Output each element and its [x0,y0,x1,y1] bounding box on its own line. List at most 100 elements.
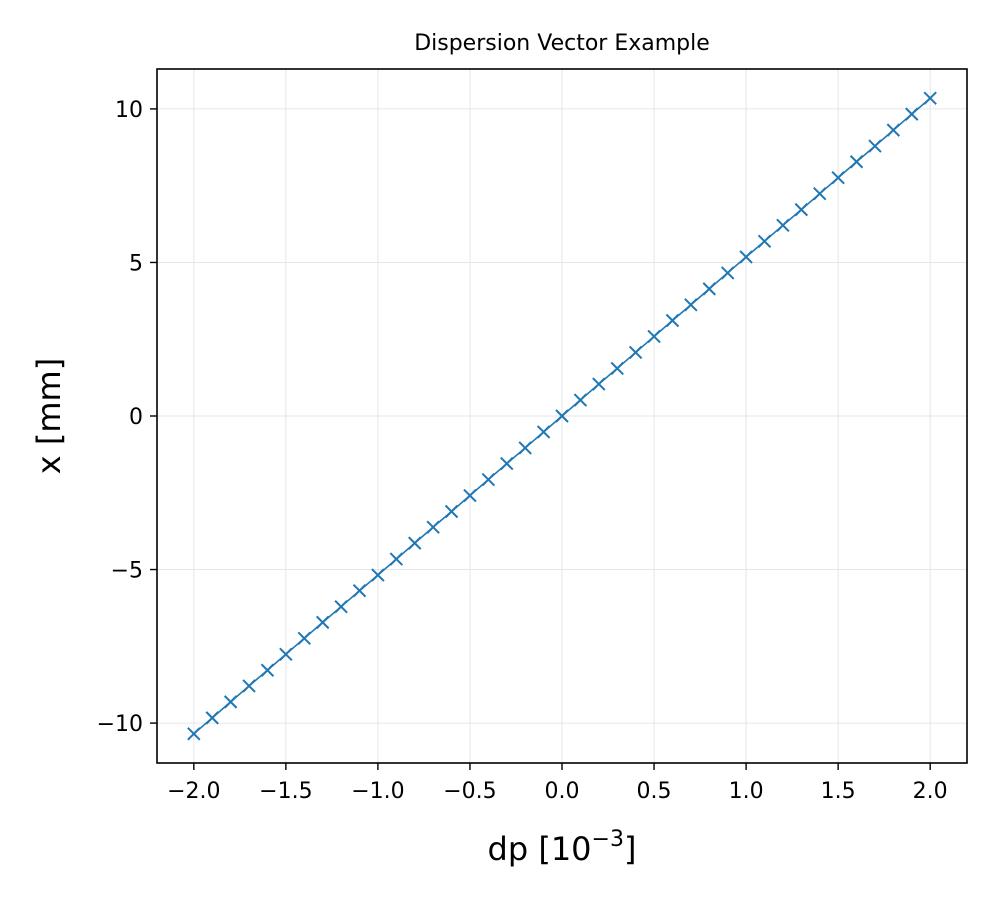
x-tick-label: 1.5 [821,779,856,804]
data-point-marker [831,170,845,185]
marker-stroke [923,91,937,105]
y-tick-label: −10 [97,712,143,737]
x-axis-label-exponent: −3 [592,827,624,852]
data-point-marker [187,727,201,741]
data-point-marker [849,155,864,169]
data-point-marker [334,599,348,614]
x-tick-label: −2.0 [167,779,220,804]
data-point-marker [886,123,901,137]
data-point-marker [242,679,256,693]
marker-stroke [315,615,330,630]
marker-stroke [205,711,219,725]
data-point-marker [223,695,238,709]
marker-stroke [702,282,716,296]
marker-stroke [610,361,624,376]
marker-stroke [776,218,790,233]
marker-stroke [813,186,827,201]
data-point-marker [352,584,367,598]
data-point-marker [739,250,753,264]
marker-stroke [905,107,919,121]
y-tick-label: −5 [111,559,143,584]
data-point-marker [279,647,293,662]
marker-stroke [352,584,367,598]
data-point-marker [923,91,937,105]
data-point-marker [647,329,661,344]
data-point-marker [555,409,569,423]
data-point-marker [481,472,496,487]
x-axis-label-suffix: ] [624,830,636,868]
data-point-marker [905,107,919,121]
data-point-marker [702,282,716,296]
y-tick-label: 0 [129,405,143,430]
marker-stroke [223,695,238,709]
marker-stroke [242,679,256,693]
x-tick-label: 1.0 [729,779,764,804]
marker-stroke [849,155,864,169]
marker-stroke [794,202,809,217]
marker-stroke [684,298,698,312]
marker-stroke [757,234,772,248]
x-tick-label: 0.5 [637,779,672,804]
marker-stroke [592,377,606,391]
x-axis-label: dp [10−3] [488,827,637,868]
marker-stroke [463,488,477,503]
data-point-marker [776,218,790,233]
data-point-marker [297,631,311,646]
data-point-marker [426,520,440,534]
data-point-marker [371,568,385,582]
data-point-marker [444,504,459,519]
marker-stroke [518,441,532,455]
marker-stroke [371,568,385,582]
marker-stroke [647,329,661,344]
marker-stroke [831,170,845,185]
chart-title: Dispersion Vector Example [414,31,710,56]
x-tick-label: −1.5 [259,779,312,804]
y-tick-label: 10 [115,98,143,123]
marker-stroke [187,727,201,741]
marker-stroke [555,409,569,423]
data-point-marker [536,425,551,439]
y-axis-label: x [mm] [30,358,68,474]
marker-stroke [297,631,311,646]
marker-stroke [628,345,643,360]
data-point-marker [500,456,514,471]
data-point-marker [389,552,404,566]
y-axis-ticks: −10 −5 0 5 10 [97,98,157,737]
data-point-marker [260,663,275,677]
data-point-marker [205,711,219,725]
marker-stroke [739,250,753,264]
x-tick-label: 0.0 [545,779,580,804]
data-point-marker [592,377,606,391]
x-axis-ticks: −2.0 −1.5 −1.0 −0.5 0.0 0.5 1.0 1.5 2.0 [167,763,948,804]
data-point-marker [665,313,680,328]
marker-stroke [481,472,496,487]
data-point-marker [315,615,330,630]
data-point-marker [684,298,698,312]
marker-stroke [573,393,588,407]
x-tick-label: −1.0 [351,779,404,804]
data-point-marker [628,345,643,360]
data-point-marker [518,441,532,455]
data-point-marker [813,186,827,201]
data-point-marker [868,139,882,153]
data-point-marker [610,361,624,376]
data-point-marker [794,202,809,217]
marker-stroke [720,266,735,280]
x-tick-label: 2.0 [913,779,948,804]
x-tick-label: −0.5 [443,779,496,804]
series-group [187,91,937,741]
data-point-marker [408,536,422,550]
marker-stroke [665,313,680,328]
marker-stroke [886,123,901,137]
y-tick-label: 5 [129,251,143,276]
marker-stroke [444,504,459,519]
data-point-marker [757,234,772,248]
marker-stroke [279,647,293,662]
marker-stroke [500,456,514,471]
data-point-marker [463,488,477,503]
marker-stroke [426,520,440,534]
marker-stroke [536,425,551,439]
x-axis-label-base: dp [10 [488,830,592,868]
